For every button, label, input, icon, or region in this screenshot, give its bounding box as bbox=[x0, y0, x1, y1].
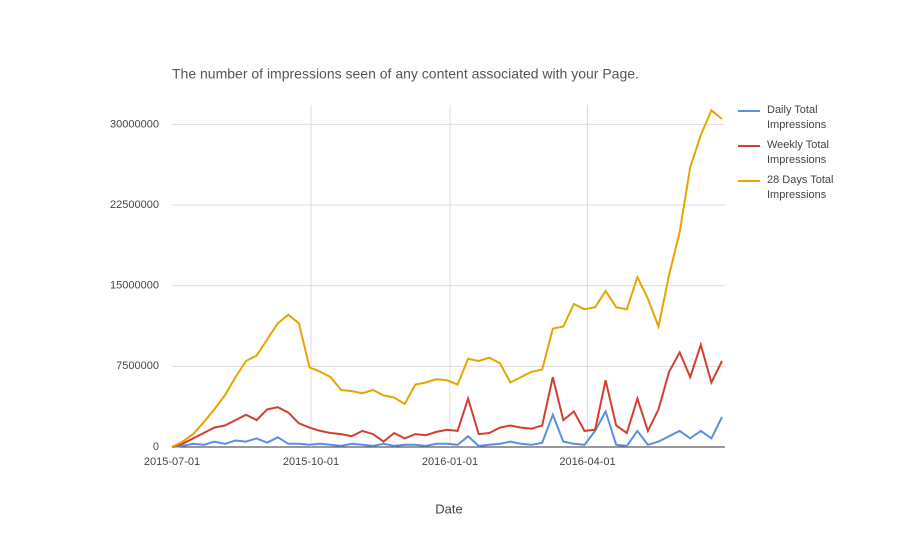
x-tick-label: 2016-04-01 bbox=[559, 456, 615, 468]
series-line bbox=[171, 341, 723, 448]
x-tick-label: 2015-07-01 bbox=[144, 456, 200, 468]
series-line bbox=[171, 108, 723, 448]
x-tick-label: 2016-01-01 bbox=[422, 456, 478, 468]
x-axis-label: Date bbox=[435, 501, 462, 516]
y-tick-label: 22500000 bbox=[110, 199, 159, 211]
y-tick-label: 15000000 bbox=[110, 280, 159, 292]
legend-label: 28 Days Total Impressions bbox=[767, 174, 834, 201]
series-line bbox=[171, 408, 723, 448]
y-tick-label: 7500000 bbox=[116, 360, 159, 372]
x-tick-label: 2015-10-01 bbox=[283, 456, 339, 468]
chart-title: The number of impressions seen of any co… bbox=[172, 66, 639, 82]
legend-label: Daily Total Impressions bbox=[767, 104, 827, 131]
legend-label: Weekly Total Impressions bbox=[767, 139, 829, 166]
y-tick-label: 0 bbox=[153, 441, 159, 453]
y-tick-label: 30000000 bbox=[110, 118, 159, 130]
